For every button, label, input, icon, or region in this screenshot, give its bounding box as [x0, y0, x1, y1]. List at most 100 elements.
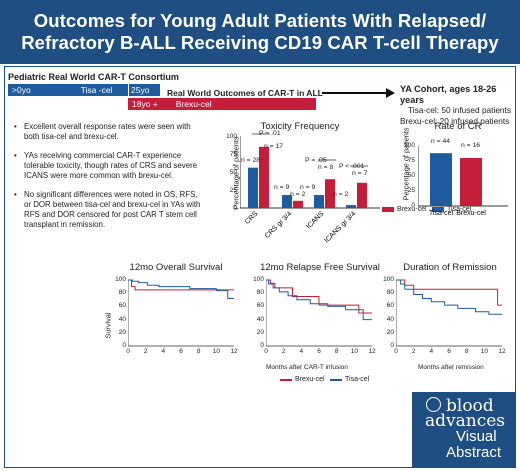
tox-bar [314, 195, 324, 208]
cohort-title: YA Cohort, ages 18-26 years [400, 84, 497, 105]
dor-curve-chart [396, 279, 502, 347]
n-icans-brexu: n = 8 [318, 164, 334, 171]
n-cr-tisa: n = 44 [431, 138, 451, 145]
cr-ytick: 75 [407, 157, 415, 164]
cohort-arrow-head [386, 88, 395, 98]
age-0-label: >0yo [12, 85, 31, 95]
km-ytick: 100 [383, 276, 394, 283]
content-panel [4, 66, 516, 468]
n-crs34-tisa: n = 9 [274, 184, 290, 191]
cr-ytick: 25 [407, 187, 415, 194]
os-chart-title: 12mo Overall Survival [129, 262, 223, 273]
rfs-chart-title: 12mo Relapse Free Survival [260, 262, 380, 273]
km-ytick: 40 [118, 315, 126, 323]
logo-line-1: blood [446, 396, 494, 416]
km-xtick: 4 [161, 348, 166, 355]
rfs-x-axis-label: Months after CAR-T infusion [266, 364, 348, 371]
km-xtick: 4 [299, 348, 304, 355]
n-cr-brexu: n = 16 [461, 142, 481, 149]
km-xtick: 12 [368, 348, 376, 355]
logo-line-3: Visual [456, 428, 497, 445]
rfs-curve-chart [266, 279, 372, 347]
tox-category-label: ICANS [305, 210, 325, 230]
bar-legend-brexu-label: Brexu-cel [397, 206, 427, 213]
km-xtick: 12 [230, 348, 238, 355]
toxicity-chart-title: Toxicity Frequency [260, 121, 340, 132]
n-icans34-tisa: n = 2 [333, 191, 349, 198]
km-ytick: 0 [122, 342, 126, 349]
km-ytick: 20 [118, 328, 126, 336]
tox-bar [282, 195, 292, 208]
p-value-icans34: P < .001 [339, 163, 365, 170]
km-ytick: 80 [256, 289, 264, 297]
km-xtick: 0 [126, 348, 130, 355]
tisa-line-swatch [330, 378, 342, 381]
cohort-tisa-line: Tisa-cel: 50 infused patients [408, 105, 511, 115]
km-xtick: 8 [334, 348, 339, 355]
cohort-brexu-line: Brexu-cel: 20 infused patients [400, 115, 510, 126]
tisa-timeline-bar: >0yo Tisa -cel [8, 84, 160, 96]
km-curve-tisacel [128, 279, 234, 299]
bar-legend-tisa: Tisa-cel [432, 206, 471, 213]
tox-bar [248, 167, 258, 208]
km-legend-tisa-label: Tisa-cel [345, 376, 370, 383]
brexu-swatch [382, 207, 394, 212]
km-ytick: 60 [118, 302, 126, 310]
tox-ytick: 50 [229, 169, 237, 176]
cr-ytick: 100 [404, 142, 415, 149]
tox-ytick: 0 [233, 205, 237, 212]
consortium-label: Pediatric Real World CAR-T Consortium [8, 72, 179, 82]
n-crs34-brexu: n = 2 [290, 191, 306, 198]
tox-bar [346, 205, 356, 208]
n-icans-tisa: n = 9 [300, 184, 316, 191]
km-xtick: 6 [179, 348, 183, 355]
tox-bar [325, 179, 335, 208]
km-xtick: 6 [317, 348, 321, 355]
km-legend-brexu-label: Brexu-cel [295, 376, 325, 383]
dor-chart-title: Duration of Remission [403, 262, 497, 273]
km-xtick: 8 [196, 348, 201, 355]
tox-ytick: 25 [229, 187, 237, 194]
bar-legend-tisa-label: Tisa-cel [447, 206, 472, 213]
title-line-2: Refractory B-ALL Receiving CD19 CAR T-ce… [21, 32, 499, 53]
n-crs-brexu: n = 17 [264, 143, 284, 150]
km-ytick: 100 [115, 276, 126, 283]
km-xtick: 2 [281, 348, 286, 355]
km-xtick: 8 [464, 348, 469, 355]
cr-bar [430, 153, 452, 206]
cr-bar-chart: Tisa-cel Brexu-cel [418, 146, 508, 217]
cr-bar [460, 158, 482, 206]
logo-line-4: Abstract [446, 444, 502, 461]
finding-item: Excellent overall response rates were se… [12, 122, 202, 142]
km-xtick: 10 [480, 348, 488, 355]
cohort-arrow-line [322, 92, 388, 94]
os-curve-chart [128, 279, 234, 347]
tox-category-label: CRS [244, 210, 260, 226]
km-ytick: 20 [256, 328, 264, 336]
tox-ytick: 75 [229, 151, 237, 158]
brexu-line-swatch [280, 378, 292, 381]
p-value-icans: P = .05 [305, 157, 327, 164]
km-legend-tisa: Tisa-cel [330, 376, 369, 383]
km-ytick: 80 [386, 289, 394, 297]
km-xtick: 12 [498, 348, 506, 355]
km-ytick: 40 [386, 315, 394, 323]
finding-item: YAs receiving commercial CAR-T experienc… [12, 151, 202, 181]
bar-legend-brexu: Brexu-cel [382, 206, 427, 213]
cr-chart-title: Rate of CR [434, 121, 482, 132]
km-xtick: 6 [447, 348, 451, 355]
km-curve-tisacel [266, 279, 372, 321]
n-crs-tisa: n = 28 [241, 157, 261, 164]
finding-item: No significant differences were noted in… [12, 190, 202, 230]
km-xtick: 4 [429, 348, 434, 355]
brexu-timeline-bar: 18yo + Brexu-cel [128, 98, 316, 110]
km-ytick: 40 [256, 315, 264, 323]
tox-bar [357, 182, 367, 208]
km-xtick: 2 [143, 348, 148, 355]
km-legend-brexu: Brexu-cel [280, 376, 325, 383]
cr-ytick: 0 [411, 202, 415, 209]
brexu-timeline-label: Brexu-cel [175, 99, 212, 109]
age-18-label: 18yo + [132, 99, 158, 109]
km-ytick: 0 [390, 342, 394, 349]
